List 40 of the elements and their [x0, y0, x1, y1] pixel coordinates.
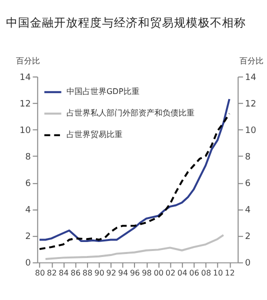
x-tick-label: 84 — [58, 268, 69, 278]
legend-label: 占世界私人部门外部资产和负债比重 — [66, 108, 195, 118]
y-tick-label: 12 — [20, 99, 31, 110]
y-tick-label: 8 — [25, 152, 31, 163]
x-tick-label: 12 — [224, 268, 235, 278]
x-tick-label: 10 — [213, 268, 223, 278]
y-tick-label: 4 — [25, 206, 32, 216]
y2-tick-label: 6 — [244, 179, 251, 190]
y2-tick-label: 0 — [244, 258, 251, 269]
x-tick-label: 00 — [154, 268, 164, 278]
x-tick-label: 92 — [106, 268, 116, 278]
x-tick-label: 06 — [189, 268, 200, 278]
x-tick-label: 80 — [35, 268, 46, 278]
chart-title: 中国金融开放程度与经济和贸易规模极不相称 — [6, 16, 246, 30]
x-tick-label: 96 — [130, 268, 140, 278]
x-tick-label: 98 — [142, 268, 152, 278]
y-tick-label: 6 — [25, 179, 32, 190]
x-tick-label: 02 — [166, 268, 176, 278]
y2-tick-label: 2 — [244, 232, 251, 242]
y2-tick-label: 4 — [244, 206, 251, 216]
y2-tick-label: 8 — [244, 152, 251, 163]
y2-tick-label: 14 — [244, 72, 257, 83]
y2-tick-label: 12 — [244, 99, 256, 110]
y2-axis-title: 百分比 — [240, 56, 264, 66]
x-tick-label: 94 — [118, 268, 128, 278]
x-tick-label: 04 — [177, 268, 188, 278]
y2-tick-label: 10 — [244, 126, 257, 136]
y-tick-label: 14 — [20, 72, 32, 83]
x-tick-label: 08 — [201, 268, 212, 278]
line-series — [44, 234, 224, 260]
legend-label: 中国占世界GDP比重 — [66, 87, 140, 96]
x-tick-label: 88 — [82, 268, 92, 278]
y-tick-label: 10 — [20, 126, 32, 136]
x-tick-label: 82 — [46, 268, 57, 278]
y-tick-label: 0 — [25, 258, 32, 269]
y-tick-label: 2 — [25, 232, 31, 242]
y-axis-title: 百分比 — [16, 56, 40, 66]
legend-label: 占世界贸易比重 — [66, 130, 123, 140]
x-tick-label: 90 — [94, 268, 104, 278]
x-tick-label: 86 — [70, 268, 81, 278]
